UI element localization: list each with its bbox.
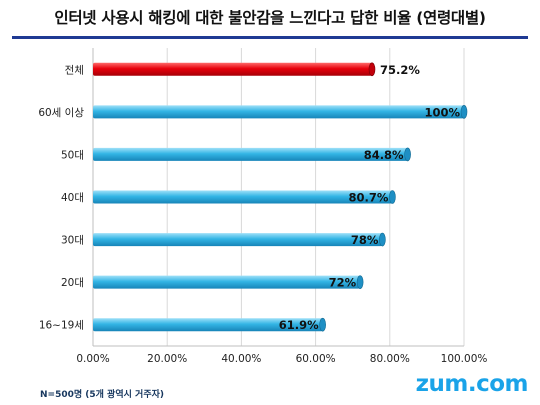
bar-body	[93, 318, 323, 332]
bars	[93, 62, 468, 332]
labels: 0.00% 20.00% 40.00% 60.00% 80.00% 100.00% 전체 75…	[38, 63, 487, 365]
bar-body	[93, 105, 464, 119]
category-label: 20대	[61, 277, 84, 289]
category-label: 16~19세	[39, 320, 84, 332]
title-underline	[12, 36, 528, 39]
bar-cap	[389, 190, 396, 204]
bar-body	[93, 233, 383, 247]
x-tick-label: 20.00%	[147, 353, 187, 365]
value-label: 61.9%	[279, 318, 319, 332]
bar-3	[93, 190, 396, 204]
category-label: 전체	[65, 64, 84, 76]
chart-title: 인터넷 사용시 해킹에 대한 불안감을 느낀다고 답한 비율 (연령대별)	[54, 9, 486, 27]
brand-logo: zum.com	[415, 371, 529, 397]
category-label: 30대	[61, 235, 84, 247]
bar-cap	[379, 232, 386, 247]
bar-cap	[368, 62, 376, 77]
value-label: 84.8%	[364, 148, 404, 162]
value-label: 80.7%	[348, 191, 388, 205]
bar-6	[93, 317, 326, 332]
sample-footnote: N=500명 (5개 광역시 거주자)	[40, 390, 164, 400]
bar-cap	[356, 275, 364, 289]
bar-2	[93, 147, 411, 162]
x-tick-label: 100.00%	[441, 353, 488, 365]
bar-cap	[404, 147, 411, 162]
bar-5	[93, 275, 364, 289]
bar-4	[93, 232, 386, 247]
category-label: 60세 이상	[38, 107, 84, 119]
bar-cap	[319, 317, 326, 332]
bar-body	[93, 275, 361, 289]
value-label: 72%	[329, 276, 357, 290]
value-label: 100%	[424, 105, 460, 119]
bar-body	[93, 62, 372, 76]
bar-body	[93, 190, 393, 204]
bar-0	[93, 62, 376, 77]
value-label: 75.2%	[380, 63, 420, 77]
x-tick-label: 0.00%	[76, 353, 109, 365]
x-tick-label: 80.00%	[370, 353, 410, 365]
value-label: 78%	[351, 233, 379, 247]
bar-1	[93, 105, 468, 119]
x-tick-label: 60.00%	[296, 353, 336, 365]
bar-cap	[460, 105, 468, 119]
x-tick-label: 40.00%	[221, 353, 261, 365]
category-label: 40대	[61, 192, 84, 204]
category-label: 50대	[61, 149, 84, 161]
bar-body	[93, 147, 408, 161]
